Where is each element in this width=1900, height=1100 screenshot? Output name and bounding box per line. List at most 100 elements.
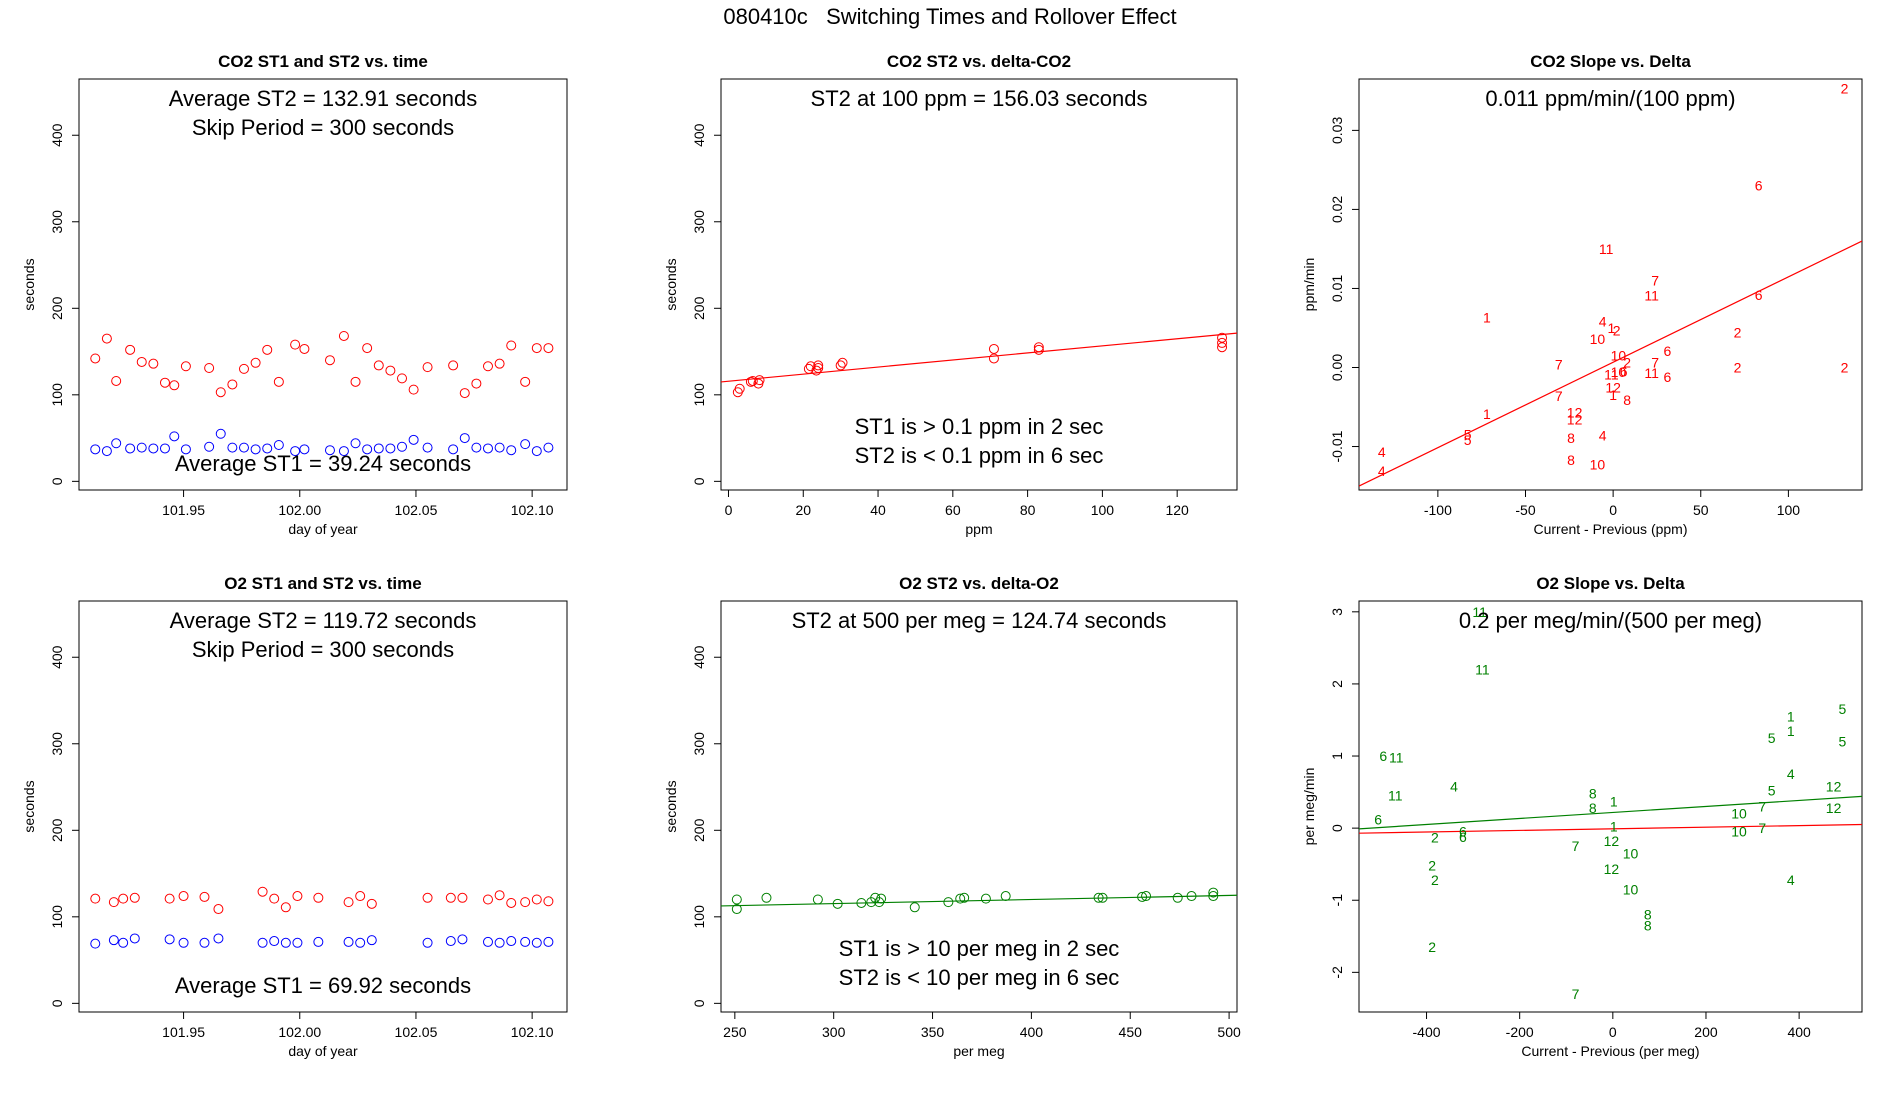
point-label: 6 — [1374, 811, 1382, 827]
chart-o2-slope-vs-delta: O2 Slope vs. Delta-400 -200 0 200 400-2-1012… — [1301, 574, 1863, 1059]
data-point — [125, 344, 136, 355]
data-point — [837, 357, 848, 368]
data-point — [506, 936, 517, 947]
annotation: Skip Period = 300 seconds — [192, 637, 454, 662]
point-label: 10 — [1590, 457, 1606, 473]
point-label: 1 — [1610, 793, 1618, 809]
data-point — [543, 442, 554, 453]
data-point — [422, 362, 433, 373]
x-tick-label: 40 — [870, 502, 886, 518]
point-label: 8 — [1644, 917, 1652, 933]
data-point — [482, 894, 493, 905]
fit-line — [1359, 795, 1862, 830]
data-point — [227, 442, 238, 453]
data-point — [506, 340, 517, 351]
y-tick-label: 200 — [691, 296, 707, 320]
data-point — [543, 896, 554, 907]
plot-area — [721, 332, 1237, 398]
x-tick-label: -200 — [1506, 1024, 1534, 1040]
annotation: ST2 is < 10 per meg in 6 sec — [839, 965, 1120, 990]
point-label: 7 — [1758, 820, 1766, 836]
data-point — [531, 446, 542, 457]
data-point — [731, 894, 742, 905]
data-point — [494, 358, 505, 369]
data-point — [148, 358, 159, 369]
chart-title: O2 ST1 and ST2 vs. time — [224, 574, 421, 593]
data-point — [366, 935, 377, 946]
data-point — [1186, 891, 1197, 902]
point-label: 8 — [1567, 430, 1575, 446]
point-label: 1 — [1483, 310, 1491, 326]
x-tick-label: -50 — [1515, 502, 1535, 518]
data-point — [959, 892, 970, 903]
data-point — [204, 441, 215, 452]
data-point — [385, 365, 396, 376]
data-point — [262, 344, 273, 355]
page-title: 080410c Switching Times and Rollover Eff… — [723, 4, 1177, 29]
y-axis-label: seconds — [21, 780, 37, 832]
x-tick-label: -100 — [1424, 502, 1452, 518]
fit-line — [721, 332, 1237, 383]
point-label: 2 — [1428, 939, 1436, 955]
data-point — [111, 375, 122, 386]
data-point — [178, 891, 189, 902]
y-axis-label: ppm/min — [1301, 258, 1317, 312]
point-label: 6 — [1459, 829, 1467, 845]
data-point — [215, 428, 226, 439]
data-point — [731, 904, 742, 915]
fit-line — [1359, 240, 1862, 487]
data-point — [180, 444, 191, 455]
point-label: 7 — [1555, 388, 1563, 404]
data-point — [101, 333, 112, 344]
data-point — [290, 446, 301, 457]
data-point — [324, 445, 335, 456]
data-point — [90, 938, 101, 949]
point-label: 12 — [1826, 778, 1842, 794]
x-tick-label: 0 — [1609, 1024, 1617, 1040]
data-point — [90, 893, 101, 904]
data-point — [459, 433, 470, 444]
data-point — [422, 937, 433, 948]
y-tick-label: 100 — [49, 905, 65, 929]
y-tick-label: 100 — [691, 383, 707, 407]
chart-co2-st2-vs-delta: CO2 ST2 vs. delta-CO2 0 20 40 60 80 100 120 0 100… — [663, 52, 1238, 537]
data-point — [385, 443, 396, 454]
plot-frame — [1358, 600, 1863, 1013]
annotation: ST1 is > 0.1 ppm in 2 sec — [855, 414, 1104, 439]
data-point — [1172, 892, 1183, 903]
data-point — [273, 376, 284, 387]
data-point — [280, 937, 291, 948]
x-tick-label: -400 — [1413, 1024, 1441, 1040]
x-tick-label: 400 — [1020, 1024, 1044, 1040]
point-label: 2 — [1623, 355, 1631, 371]
data-point — [199, 891, 210, 902]
x-tick-label: 350 — [921, 1024, 945, 1040]
point-label: 2 — [1841, 80, 1849, 96]
y-tick-label: 3 — [1329, 608, 1345, 616]
annotation: ST2 at 100 ppm = 156.03 seconds — [811, 86, 1148, 111]
data-point — [164, 934, 175, 945]
point-label: 12 — [1605, 379, 1621, 395]
data-point — [988, 343, 999, 354]
fit-line — [721, 894, 1237, 907]
x-tick-label: 101.95 — [162, 502, 205, 518]
point-label: 11 — [1644, 288, 1659, 304]
data-point — [148, 443, 159, 454]
x-tick-label: 50 — [1693, 502, 1709, 518]
data-point — [129, 933, 140, 944]
data-point — [543, 936, 554, 947]
y-tick-label: 300 — [691, 210, 707, 234]
point-label: 11 — [1388, 788, 1403, 804]
data-point — [362, 444, 373, 455]
chart-title: O2 ST2 vs. delta-O2 — [899, 574, 1059, 593]
data-point — [373, 360, 384, 371]
x-tick-label: 102.10 — [511, 1024, 554, 1040]
data-point — [199, 937, 210, 948]
y-tick-label: 1 — [1329, 752, 1345, 760]
point-label: 5 — [1768, 783, 1776, 799]
data-point — [531, 937, 542, 948]
point-label: 4 — [1378, 444, 1386, 460]
x-tick-label: 450 — [1119, 1024, 1143, 1040]
data-point — [108, 897, 119, 908]
